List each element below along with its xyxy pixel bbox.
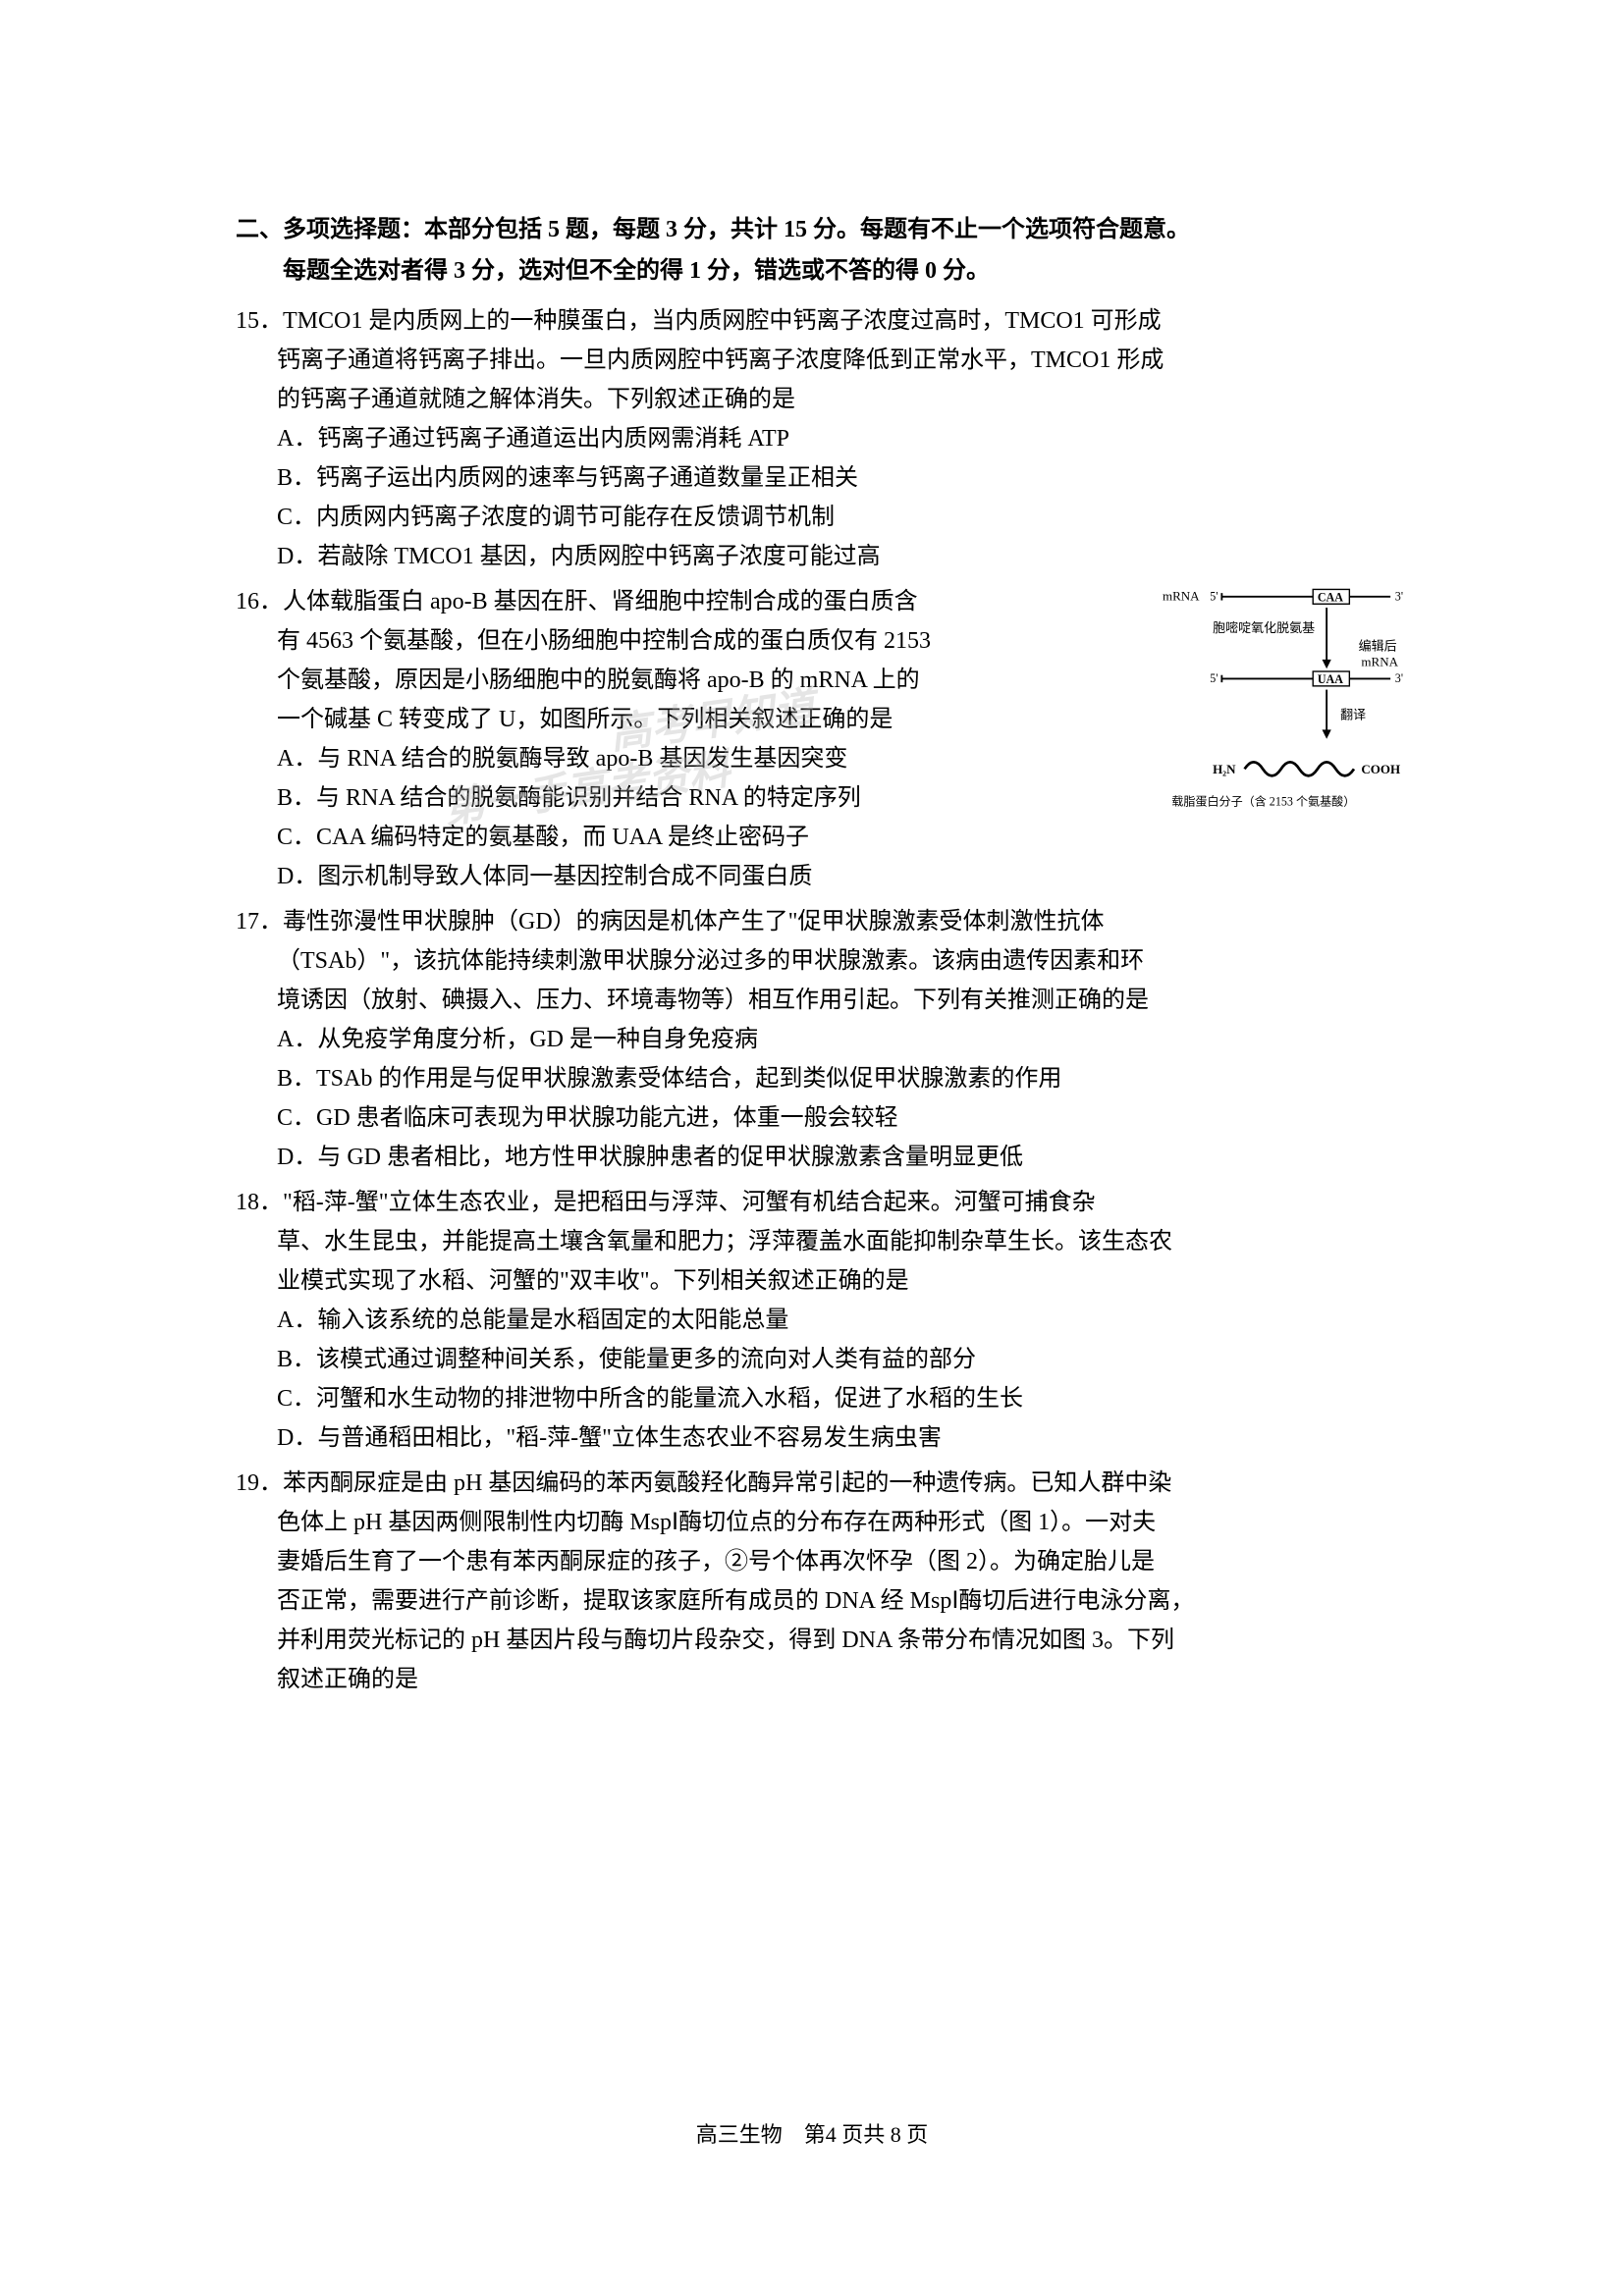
five-prime-1: 5' xyxy=(1210,590,1218,604)
q16-option-c: C．CAA 编码特定的氨基酸，而 UAA 是终止密码子 xyxy=(236,818,1100,857)
protein-caption: 载脂蛋白分子（含 2153 个氨基酸） xyxy=(1171,794,1355,809)
question-16: mRNA 5' CAA 3' 胞嘧啶氧化脱氨基 编辑后 mRNA 5' UAA … xyxy=(236,582,1388,896)
edited-mrna-label: mRNA xyxy=(1361,654,1398,668)
cooh-label: COOH xyxy=(1361,762,1400,776)
q17-stem-line3: 境诱因（放射、碘摄入、压力、环境毒物等）相互作用引起。下列有关推测正确的是 xyxy=(236,981,1388,1020)
q18-stem-line1: 18．"稻‐萍‐蟹"立体生态农业，是把稻田与浮萍、河蟹有机结合起来。河蟹可捕食杂 xyxy=(236,1183,1388,1222)
five-prime-2: 5' xyxy=(1210,671,1218,685)
q17-option-c: C．GD 患者临床可表现为甲状腺功能亢进，体重一般会较轻 xyxy=(236,1098,1388,1138)
q19-stem-line3: 妻婚后生育了一个患有苯丙酮尿症的孩子，②号个体再次怀孕（图 2）。为确定胎儿是 xyxy=(236,1542,1388,1581)
h2n-label: H₂N xyxy=(1213,762,1236,776)
q18-option-b: B．该模式通过调整种间关系，使能量更多的流向对人类有益的部分 xyxy=(236,1340,1388,1379)
q15-option-c: C．内质网内钙离子浓度的调节可能存在反馈调节机制 xyxy=(236,498,1388,537)
q17-stem-line1: 17．毒性弥漫性甲状腺肿（GD）的病因是机体产生了"促甲状腺激素受体刺激性抗体 xyxy=(236,902,1388,941)
page-footer: 高三生物 第4 页共 8 页 xyxy=(0,2117,1624,2149)
three-prime-1: 3' xyxy=(1395,590,1403,604)
q15-option-d: D．若敲除 TMCO1 基因，内质网腔中钙离子浓度可能过高 xyxy=(236,537,1388,576)
q16-stem-line1: 16．人体载脂蛋白 apo‐B 基因在肝、肾细胞中控制合成的蛋白质含 xyxy=(236,582,1100,621)
q17-option-d: D．与 GD 患者相比，地方性甲状腺肿患者的促甲状腺激素含量明显更低 xyxy=(236,1138,1388,1177)
q19-stem-line6: 叙述正确的是 xyxy=(236,1660,1388,1699)
q18-stem-line2: 草、水生昆虫，并能提高土壤含氧量和肥力；浮萍覆盖水面能抑制杂草生长。该生态农 xyxy=(236,1222,1388,1261)
q16-option-b: B．与 RNA 结合的脱氨酶能识别并结合 RNA 的特定序列 xyxy=(236,778,1100,818)
q16-stem-line3: 个氨基酸，原因是小肠细胞中的脱氨酶将 apo‐B 的 mRNA 上的 xyxy=(236,661,1100,700)
q15-stem-line3: 的钙离子通道就随之解体消失。下列叙述正确的是 xyxy=(236,380,1388,419)
q17-option-a: A．从免疫学角度分析，GD 是一种自身免疫病 xyxy=(236,1020,1388,1059)
q15-option-b: B．钙离子运出内质网的速率与钙离子通道数量呈正相关 xyxy=(236,458,1388,498)
question-15: 15．TMCO1 是内质网上的一种膜蛋白，当内质网腔中钙离子浓度过高时，TMCO… xyxy=(236,301,1388,576)
three-prime-2: 3' xyxy=(1395,671,1403,685)
q19-stem-line2: 色体上 pH 基因两侧限制性内切酶 MspⅠ酶切位点的分布存在两种形式（图 1）… xyxy=(236,1503,1388,1542)
edited-label: 编辑后 xyxy=(1359,639,1397,654)
codon-uaa: UAA xyxy=(1318,672,1343,686)
q18-option-d: D．与普通稻田相比，"稻‐萍‐蟹"立体生态农业不容易发生病虫害 xyxy=(236,1418,1388,1458)
q18-option-a: A．输入该系统的总能量是水稻固定的太阳能总量 xyxy=(236,1301,1388,1340)
question-19: 19．苯丙酮尿症是由 pH 基因编码的苯丙氨酸羟化酶异常引起的一种遗传病。已知人… xyxy=(236,1464,1388,1699)
q16-diagram: mRNA 5' CAA 3' 胞嘧啶氧化脱氨基 编辑后 mRNA 5' UAA … xyxy=(1163,582,1418,850)
q19-stem-line5: 并利用荧光标记的 pH 基因片段与酶切片段杂交，得到 DNA 条带分布情况如图 … xyxy=(236,1621,1388,1660)
q16-stem-line4: 一个碱基 C 转变成了 U，如图所示。下列相关叙述正确的是 xyxy=(236,700,1100,739)
q18-stem-line3: 业模式实现了水稻、河蟹的"双丰收"。下列相关叙述正确的是 xyxy=(236,1261,1388,1301)
codon-caa: CAA xyxy=(1318,591,1343,605)
question-18: 18．"稻‐萍‐蟹"立体生态农业，是把稻田与浮萍、河蟹有机结合起来。河蟹可捕食杂… xyxy=(236,1183,1388,1458)
q17-option-b: B．TSAb 的作用是与促甲状腺激素受体结合，起到类似促甲状腺激素的作用 xyxy=(236,1059,1388,1098)
section-header-line2: 每题全选对者得 3 分，选对但不全的得 1 分，错选或不答的得 0 分。 xyxy=(236,252,1388,290)
q19-stem-line4: 否正常，需要进行产前诊断，提取该家庭所有成员的 DNA 经 MspⅠ酶切后进行电… xyxy=(236,1581,1388,1621)
q16-stem-line2: 有 4563 个氨基酸，但在小肠细胞中控制合成的蛋白质仅有 2153 xyxy=(236,621,1100,661)
translation-label: 翻译 xyxy=(1340,707,1366,721)
q15-stem-line1: 15．TMCO1 是内质网上的一种膜蛋白，当内质网腔中钙离子浓度过高时，TMCO… xyxy=(236,301,1388,341)
q19-stem-line1: 19．苯丙酮尿症是由 pH 基因编码的苯丙氨酸羟化酶异常引起的一种遗传病。已知人… xyxy=(236,1464,1388,1503)
q16-option-d: D．图示机制导致人体同一基因控制合成不同蛋白质 xyxy=(236,857,1100,896)
q17-stem-line2: （TSAb）"，该抗体能持续刺激甲状腺分泌过多的甲状腺激素。该病由遗传因素和环 xyxy=(236,941,1388,981)
mrna-label: mRNA xyxy=(1163,589,1200,604)
q15-option-a: A．钙离子通过钙离子通道运出内质网需消耗 ATP xyxy=(236,419,1388,458)
question-17: 17．毒性弥漫性甲状腺肿（GD）的病因是机体产生了"促甲状腺激素受体刺激性抗体 … xyxy=(236,902,1388,1177)
enzyme-label: 胞嘧啶氧化脱氨基 xyxy=(1213,620,1315,635)
q18-option-c: C．河蟹和水生动物的排泄物中所含的能量流入水稻，促进了水稻的生长 xyxy=(236,1379,1388,1418)
mrna-editing-diagram: mRNA 5' CAA 3' 胞嘧啶氧化脱氨基 编辑后 mRNA 5' UAA … xyxy=(1163,582,1418,837)
q15-stem-line2: 钙离子通道将钙离子排出。一旦内质网腔中钙离子浓度降低到正常水平，TMCO1 形成 xyxy=(236,341,1388,380)
section-header-line1: 二、多项选择题：本部分包括 5 题，每题 3 分，共计 15 分。每题有不止一个… xyxy=(236,211,1388,248)
q16-option-a: A．与 RNA 结合的脱氨酶导致 apo‐B 基因发生基因突变 xyxy=(236,739,1100,778)
